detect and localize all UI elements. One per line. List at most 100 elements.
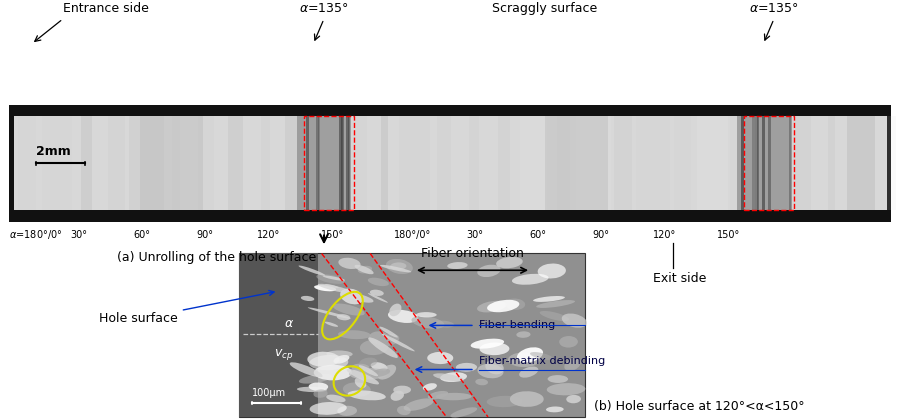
Ellipse shape: [566, 395, 581, 403]
Ellipse shape: [447, 262, 468, 269]
Ellipse shape: [359, 357, 377, 367]
Ellipse shape: [380, 265, 411, 272]
Ellipse shape: [403, 398, 434, 411]
Ellipse shape: [308, 308, 351, 319]
Text: 150°: 150°: [321, 230, 345, 240]
Bar: [108, 116, 125, 210]
Bar: [341, 116, 344, 210]
Bar: [14, 116, 886, 210]
Text: 30°: 30°: [71, 230, 87, 240]
Bar: [285, 116, 305, 210]
Bar: [238, 253, 585, 417]
Bar: [347, 116, 350, 210]
Text: $\alpha$=180°/0°: $\alpha$=180°/0°: [9, 228, 62, 241]
Ellipse shape: [536, 300, 575, 308]
Text: (b) Hole surface at 120°<α<150°: (b) Hole surface at 120°<α<150°: [594, 400, 805, 413]
Text: 150°: 150°: [717, 230, 741, 240]
Bar: [81, 116, 93, 210]
Text: 120°: 120°: [652, 230, 676, 240]
Bar: [742, 116, 744, 210]
Bar: [730, 116, 754, 210]
Ellipse shape: [471, 339, 504, 349]
Text: 120°: 120°: [256, 230, 280, 240]
Ellipse shape: [359, 365, 378, 376]
Ellipse shape: [327, 350, 353, 357]
Bar: [346, 116, 349, 210]
Ellipse shape: [508, 352, 540, 367]
Text: Hole surface: Hole surface: [99, 290, 274, 326]
Ellipse shape: [390, 304, 401, 316]
Ellipse shape: [340, 289, 364, 304]
Ellipse shape: [510, 391, 544, 407]
Ellipse shape: [477, 301, 507, 313]
Ellipse shape: [368, 278, 389, 286]
Ellipse shape: [352, 364, 370, 372]
Bar: [42, 116, 72, 210]
Bar: [318, 116, 320, 210]
Ellipse shape: [517, 347, 543, 362]
Ellipse shape: [428, 391, 448, 399]
Ellipse shape: [517, 331, 530, 338]
Ellipse shape: [564, 358, 580, 371]
Ellipse shape: [347, 293, 374, 303]
Ellipse shape: [377, 334, 400, 347]
Ellipse shape: [477, 265, 500, 277]
Bar: [297, 116, 351, 210]
Ellipse shape: [349, 368, 388, 380]
Ellipse shape: [397, 406, 410, 415]
Ellipse shape: [487, 396, 522, 407]
Bar: [575, 116, 610, 210]
Ellipse shape: [382, 334, 415, 352]
Text: Entrance side: Entrance side: [63, 2, 148, 15]
Ellipse shape: [485, 360, 504, 374]
Ellipse shape: [423, 383, 436, 391]
Bar: [339, 116, 342, 210]
Text: $\alpha$: $\alpha$: [284, 317, 293, 330]
Text: 100μm: 100μm: [252, 388, 286, 398]
Ellipse shape: [337, 314, 350, 321]
Text: 90°: 90°: [197, 230, 213, 240]
Ellipse shape: [505, 298, 526, 310]
Bar: [544, 116, 608, 210]
Ellipse shape: [368, 293, 388, 303]
Ellipse shape: [338, 258, 361, 269]
Ellipse shape: [332, 303, 365, 316]
Ellipse shape: [391, 262, 407, 270]
Ellipse shape: [547, 383, 586, 396]
Bar: [737, 116, 791, 210]
Ellipse shape: [371, 362, 388, 371]
Ellipse shape: [386, 259, 413, 274]
Ellipse shape: [343, 383, 371, 397]
Bar: [762, 116, 765, 210]
Ellipse shape: [369, 331, 390, 344]
Ellipse shape: [428, 352, 454, 364]
Bar: [399, 116, 429, 210]
Ellipse shape: [299, 374, 333, 384]
Text: Fiber orientation: Fiber orientation: [421, 247, 524, 260]
Bar: [757, 116, 787, 210]
Ellipse shape: [440, 372, 467, 382]
Ellipse shape: [355, 378, 366, 388]
Ellipse shape: [325, 284, 338, 288]
Bar: [697, 116, 728, 210]
Ellipse shape: [314, 285, 337, 291]
Bar: [744, 116, 794, 210]
Ellipse shape: [326, 395, 346, 402]
Bar: [238, 253, 319, 417]
Bar: [18, 116, 36, 210]
Bar: [198, 116, 213, 210]
Ellipse shape: [307, 352, 339, 367]
Bar: [381, 116, 388, 210]
Bar: [469, 116, 480, 210]
Bar: [317, 116, 319, 210]
Bar: [173, 116, 180, 210]
Ellipse shape: [299, 266, 325, 276]
Bar: [757, 116, 760, 210]
Bar: [9, 105, 891, 222]
Ellipse shape: [290, 362, 322, 377]
Ellipse shape: [355, 265, 374, 274]
Bar: [437, 116, 451, 210]
Ellipse shape: [559, 336, 578, 348]
Ellipse shape: [475, 379, 488, 385]
Ellipse shape: [436, 393, 472, 400]
